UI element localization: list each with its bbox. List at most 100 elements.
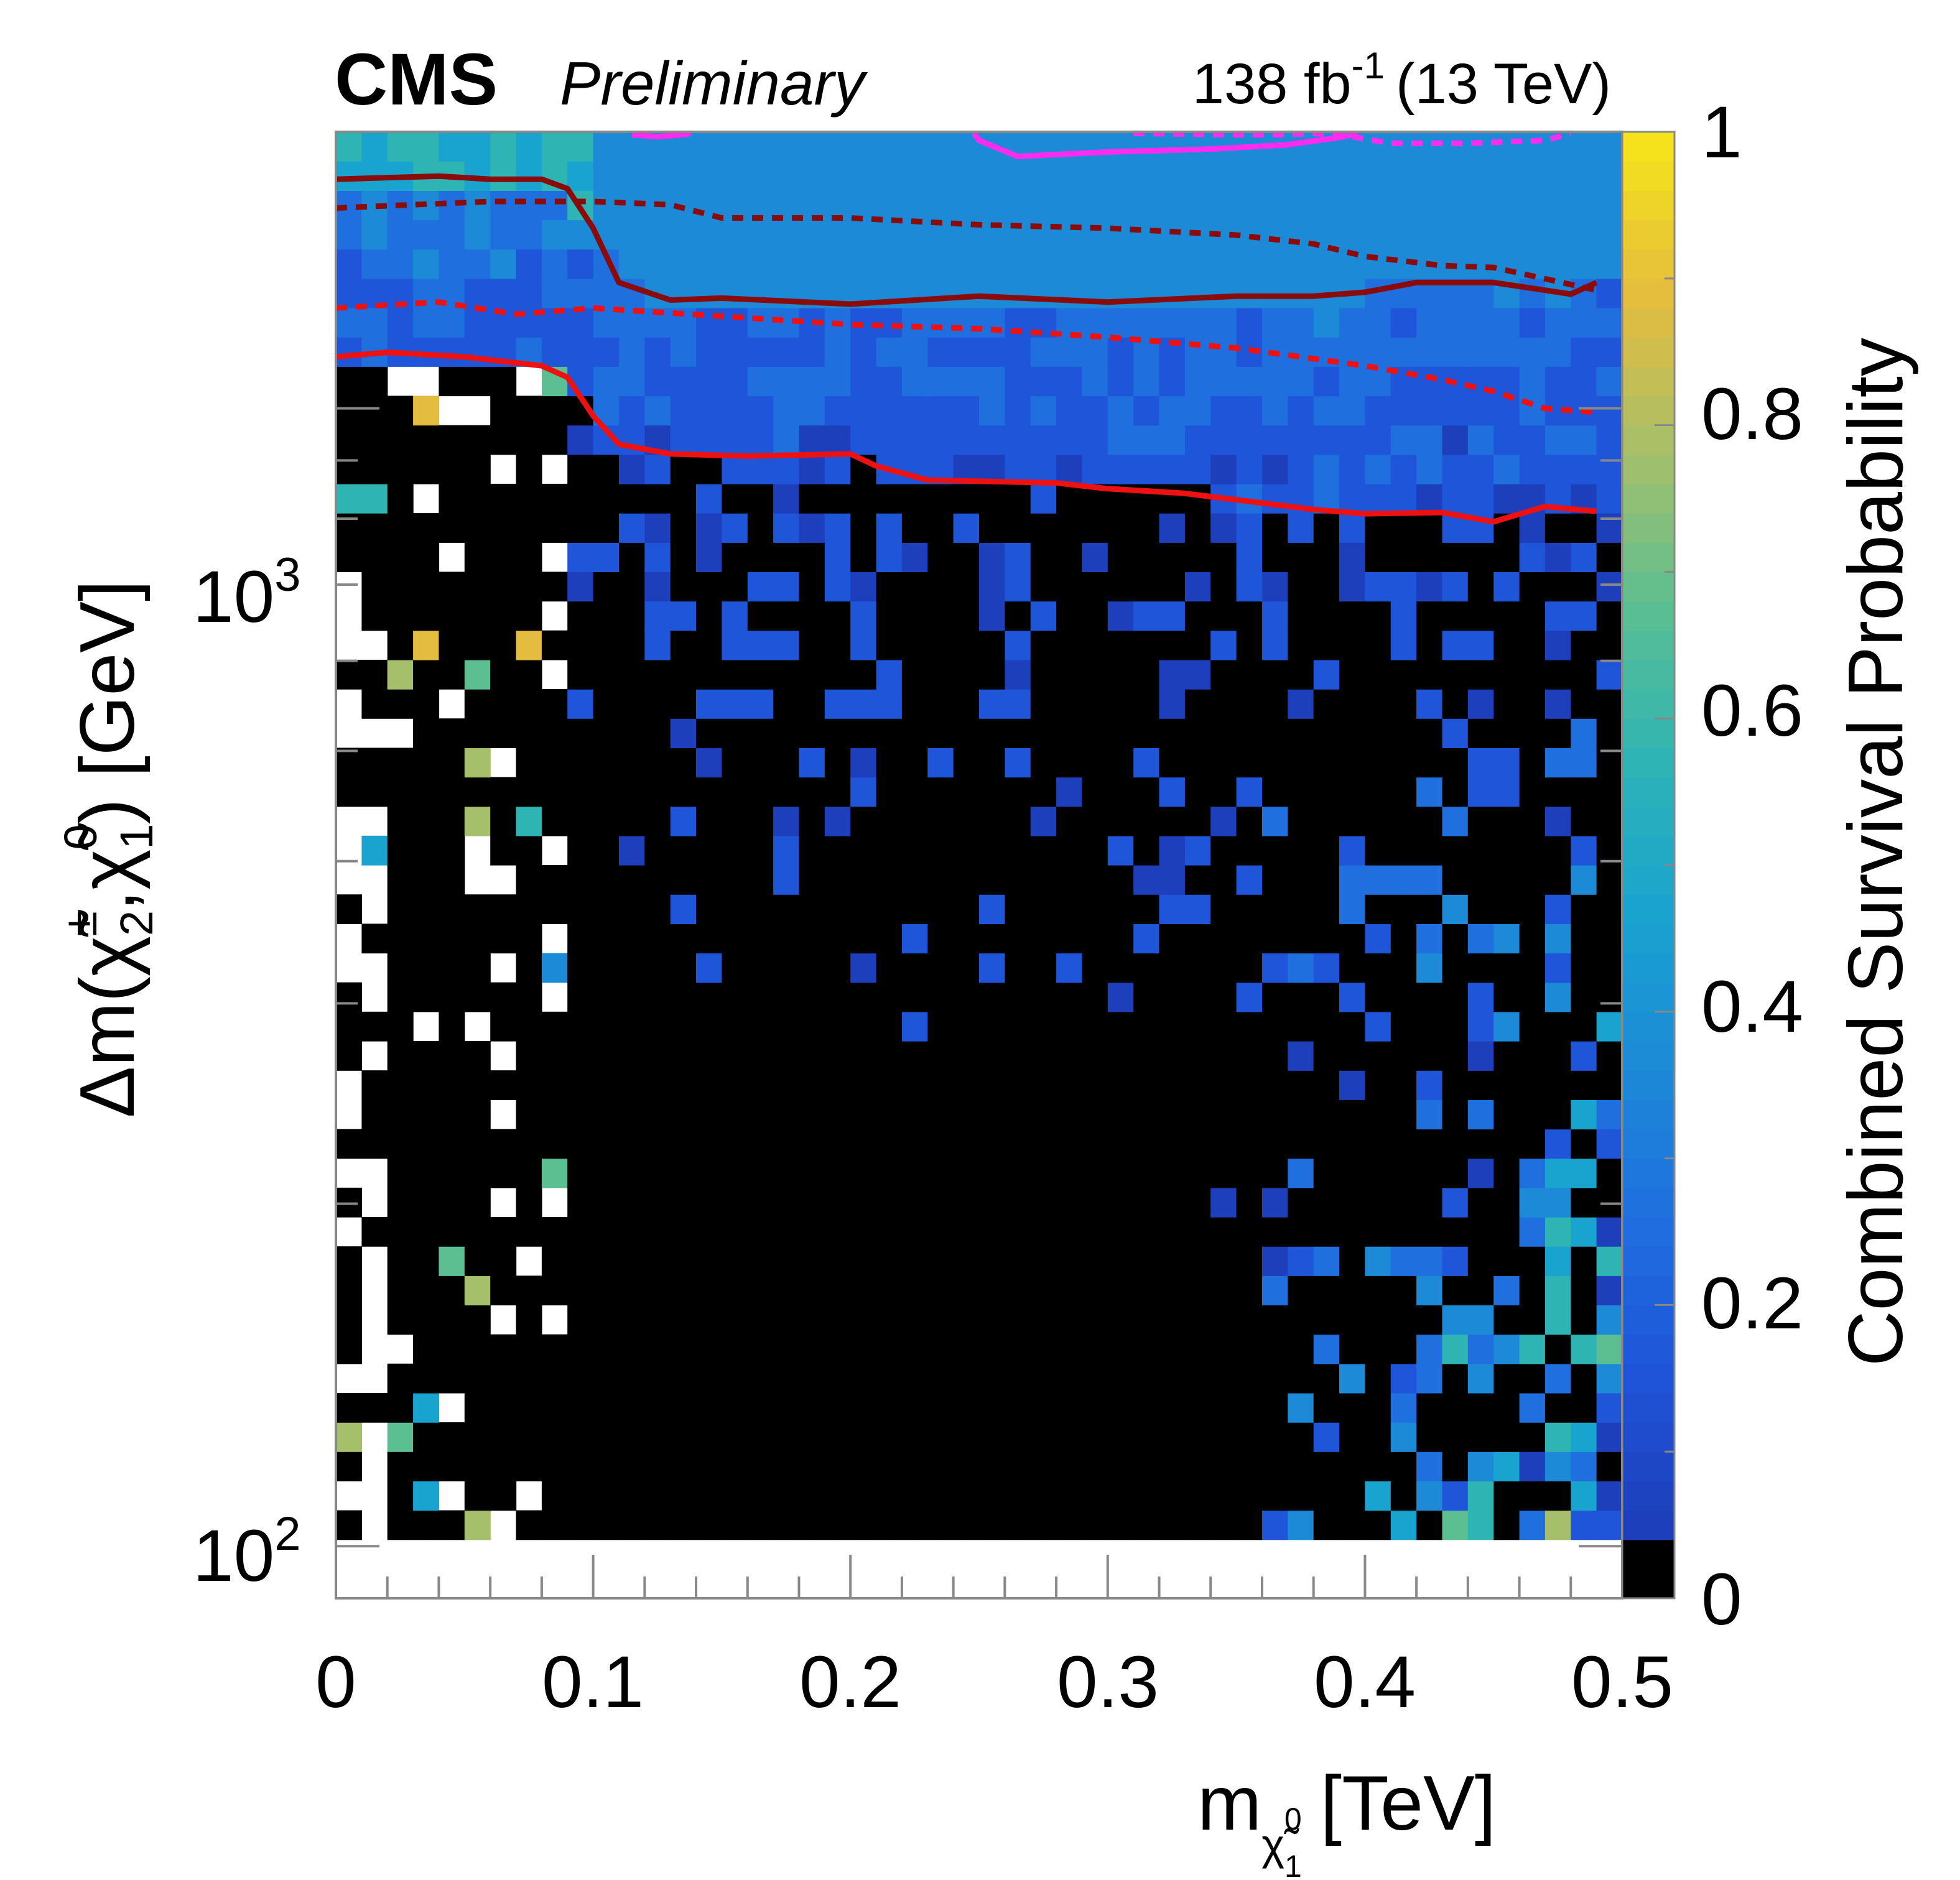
heatmap-cell bbox=[1519, 1481, 1546, 1511]
preliminary-label: Preliminary bbox=[560, 49, 868, 118]
heatmap-cell bbox=[722, 396, 748, 426]
heatmap-cell bbox=[901, 513, 928, 543]
heatmap-cell bbox=[1005, 1216, 1031, 1247]
heatmap-cell bbox=[696, 572, 722, 602]
heatmap-cell bbox=[1133, 308, 1160, 338]
heatmap-cell bbox=[1030, 1481, 1057, 1511]
heatmap-cell bbox=[1365, 748, 1391, 778]
heatmap-cell bbox=[1159, 630, 1186, 660]
heatmap-cell bbox=[1056, 278, 1083, 308]
heatmap-cell bbox=[850, 806, 877, 836]
colorbar-segment bbox=[1622, 1305, 1674, 1335]
heatmap-cell bbox=[1159, 483, 1186, 514]
heatmap-cell bbox=[773, 1363, 800, 1394]
heatmap-cell bbox=[516, 689, 542, 719]
heatmap-cell bbox=[1133, 1246, 1160, 1276]
heatmap-cell bbox=[824, 1392, 851, 1423]
heatmap-cell bbox=[1596, 572, 1623, 602]
heatmap-cell bbox=[1159, 1011, 1186, 1042]
heatmap-cell bbox=[1313, 894, 1340, 924]
heatmap-cell bbox=[567, 278, 594, 308]
heatmap-cell bbox=[1571, 513, 1597, 543]
heatmap-cell bbox=[1519, 1246, 1546, 1276]
heatmap-cell bbox=[1544, 1276, 1571, 1305]
heatmap-cell bbox=[799, 220, 825, 250]
heatmap-cell bbox=[1365, 630, 1391, 660]
heatmap-cell bbox=[1390, 1158, 1417, 1188]
heatmap-cell bbox=[1107, 454, 1134, 484]
heatmap-cell bbox=[824, 1041, 851, 1071]
heatmap-cell bbox=[850, 835, 877, 866]
heatmap-cell bbox=[1313, 425, 1340, 455]
heatmap-cell bbox=[1416, 396, 1443, 426]
heatmap-cell bbox=[799, 483, 825, 514]
heatmap-cell bbox=[850, 542, 877, 572]
heatmap-cell bbox=[1159, 220, 1186, 250]
heatmap-cell bbox=[979, 982, 1005, 1012]
heatmap-cell bbox=[1544, 1158, 1571, 1188]
heatmap-cell bbox=[439, 1129, 465, 1159]
heatmap-cell bbox=[1159, 1187, 1186, 1218]
heatmap-cell bbox=[1416, 1070, 1443, 1100]
heatmap-cell bbox=[824, 1246, 851, 1276]
heatmap-cell bbox=[799, 396, 825, 426]
heatmap-cell bbox=[722, 982, 748, 1012]
heatmap-cell bbox=[696, 1187, 722, 1218]
heatmap-cell bbox=[696, 366, 722, 397]
heatmap-cell bbox=[1467, 308, 1494, 338]
heatmap-cell bbox=[747, 1392, 774, 1423]
heatmap-cell bbox=[1030, 425, 1057, 455]
heatmap-cell bbox=[1133, 1481, 1160, 1511]
heatmap-cell bbox=[1030, 1452, 1057, 1481]
heatmap-cell bbox=[773, 1510, 800, 1540]
heatmap-cell bbox=[361, 483, 388, 514]
heatmap-cell bbox=[619, 1510, 645, 1540]
heatmap-cell bbox=[387, 513, 414, 543]
heatmap-cell bbox=[464, 659, 491, 690]
heatmap-cell bbox=[593, 542, 620, 572]
heatmap-cell bbox=[439, 630, 465, 660]
heatmap-cell bbox=[979, 1100, 1005, 1130]
heatmap-cell bbox=[1493, 396, 1520, 426]
heatmap-cell bbox=[1519, 1129, 1546, 1159]
heatmap-cell bbox=[1236, 366, 1263, 397]
heatmap-cell bbox=[1519, 630, 1546, 660]
heatmap-cell bbox=[1493, 1129, 1520, 1159]
heatmap-cell bbox=[567, 132, 594, 162]
heatmap-cell bbox=[336, 1510, 362, 1540]
heatmap-cell bbox=[1365, 1158, 1391, 1188]
heatmap-cell bbox=[1210, 1216, 1237, 1247]
heatmap-cell bbox=[901, 337, 928, 367]
heatmap-cell bbox=[1082, 630, 1108, 660]
heatmap-cell bbox=[1005, 1011, 1031, 1042]
heatmap-cell bbox=[1365, 132, 1391, 162]
heatmap-cell bbox=[670, 1246, 697, 1276]
heatmap-cell bbox=[979, 659, 1005, 690]
heatmap-cell bbox=[490, 924, 517, 954]
heatmap-cell bbox=[1262, 1510, 1288, 1540]
heatmap-cell bbox=[490, 542, 517, 572]
heatmap-cell bbox=[1262, 396, 1288, 426]
heatmap-cell bbox=[1390, 308, 1417, 338]
heatmap-cell bbox=[1467, 659, 1494, 690]
heatmap-cell bbox=[1571, 1158, 1597, 1188]
heatmap-cell bbox=[1596, 1481, 1623, 1511]
heatmap-cell bbox=[1339, 1510, 1365, 1540]
heatmap-cell bbox=[464, 249, 491, 279]
heatmap-cell bbox=[1596, 1276, 1623, 1305]
heatmap-cell bbox=[1262, 1041, 1288, 1071]
heatmap-cell bbox=[1184, 1363, 1211, 1394]
heatmap-cell bbox=[850, 1011, 877, 1042]
heatmap-cell bbox=[953, 1510, 980, 1540]
heatmap-cell bbox=[387, 1129, 414, 1159]
colorbar-segment bbox=[1622, 308, 1674, 338]
heatmap-cell bbox=[1288, 1305, 1314, 1335]
heatmap-cell bbox=[722, 1129, 748, 1159]
heatmap-cell bbox=[413, 1276, 440, 1305]
heatmap-cell bbox=[1519, 1070, 1546, 1100]
heatmap-cell bbox=[1339, 1392, 1365, 1423]
heatmap-cell bbox=[901, 1422, 928, 1452]
heatmap-cell bbox=[464, 308, 491, 338]
heatmap-cell bbox=[361, 249, 388, 279]
heatmap-cell bbox=[824, 483, 851, 514]
